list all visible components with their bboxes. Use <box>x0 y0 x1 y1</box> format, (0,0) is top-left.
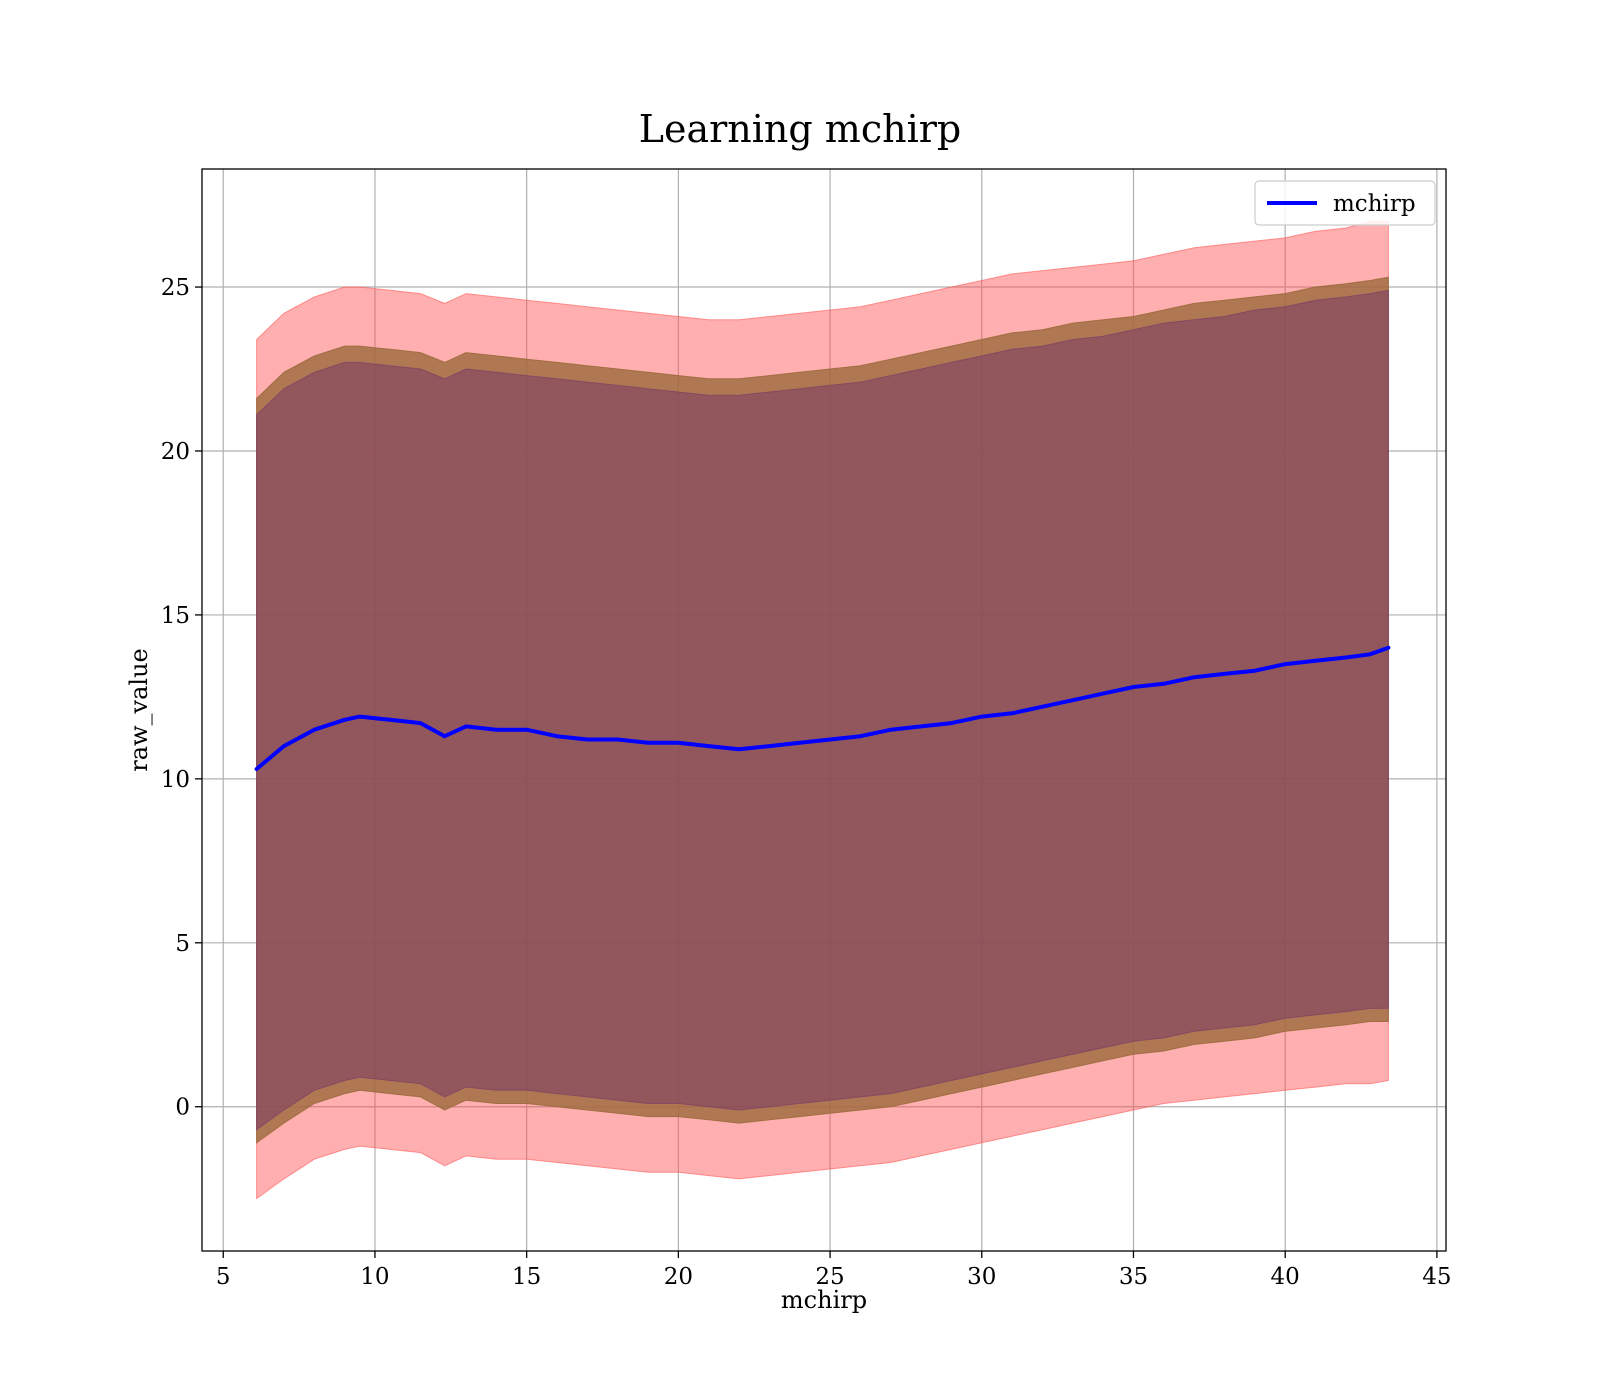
x-tick-label: 15 <box>512 1264 541 1290</box>
legend-box <box>1254 180 1436 226</box>
x-tick-label: 45 <box>1422 1264 1451 1290</box>
confidence-bands <box>256 221 1389 1200</box>
confidence-band <box>256 289 1389 1131</box>
y-tick-label: 15 <box>161 603 190 629</box>
series-line-mchirp <box>254 645 1391 771</box>
y-tick-label: 0 <box>175 1095 190 1121</box>
plot-frame <box>201 168 1447 1252</box>
x-tick-label: 30 <box>967 1264 996 1290</box>
y-tick-label: 20 <box>161 439 190 465</box>
y-tick-label: 25 <box>161 275 190 301</box>
legend-label: mchirp <box>1333 191 1416 217</box>
y-tick-label: 10 <box>161 767 190 793</box>
chart-title: Learning mchirp <box>639 107 961 151</box>
y-axis-label: raw_value <box>125 648 153 772</box>
x-axis-label: mchirp <box>781 1286 867 1314</box>
x-tick-label: 35 <box>1119 1264 1148 1290</box>
axis-ticks: 5 10 15 20 25 30 35 40 45 0 5 10 15 20 25 <box>161 275 1452 1290</box>
y-tick-label: 5 <box>175 931 190 957</box>
series-lines <box>254 645 1391 771</box>
x-tick-label: 20 <box>664 1264 693 1290</box>
x-tick-label: 5 <box>216 1264 231 1290</box>
x-tick-label: 40 <box>1271 1264 1300 1290</box>
x-tick-label: 25 <box>815 1264 844 1290</box>
legend: mchirp <box>1254 180 1436 226</box>
x-tick-label: 10 <box>360 1264 389 1290</box>
